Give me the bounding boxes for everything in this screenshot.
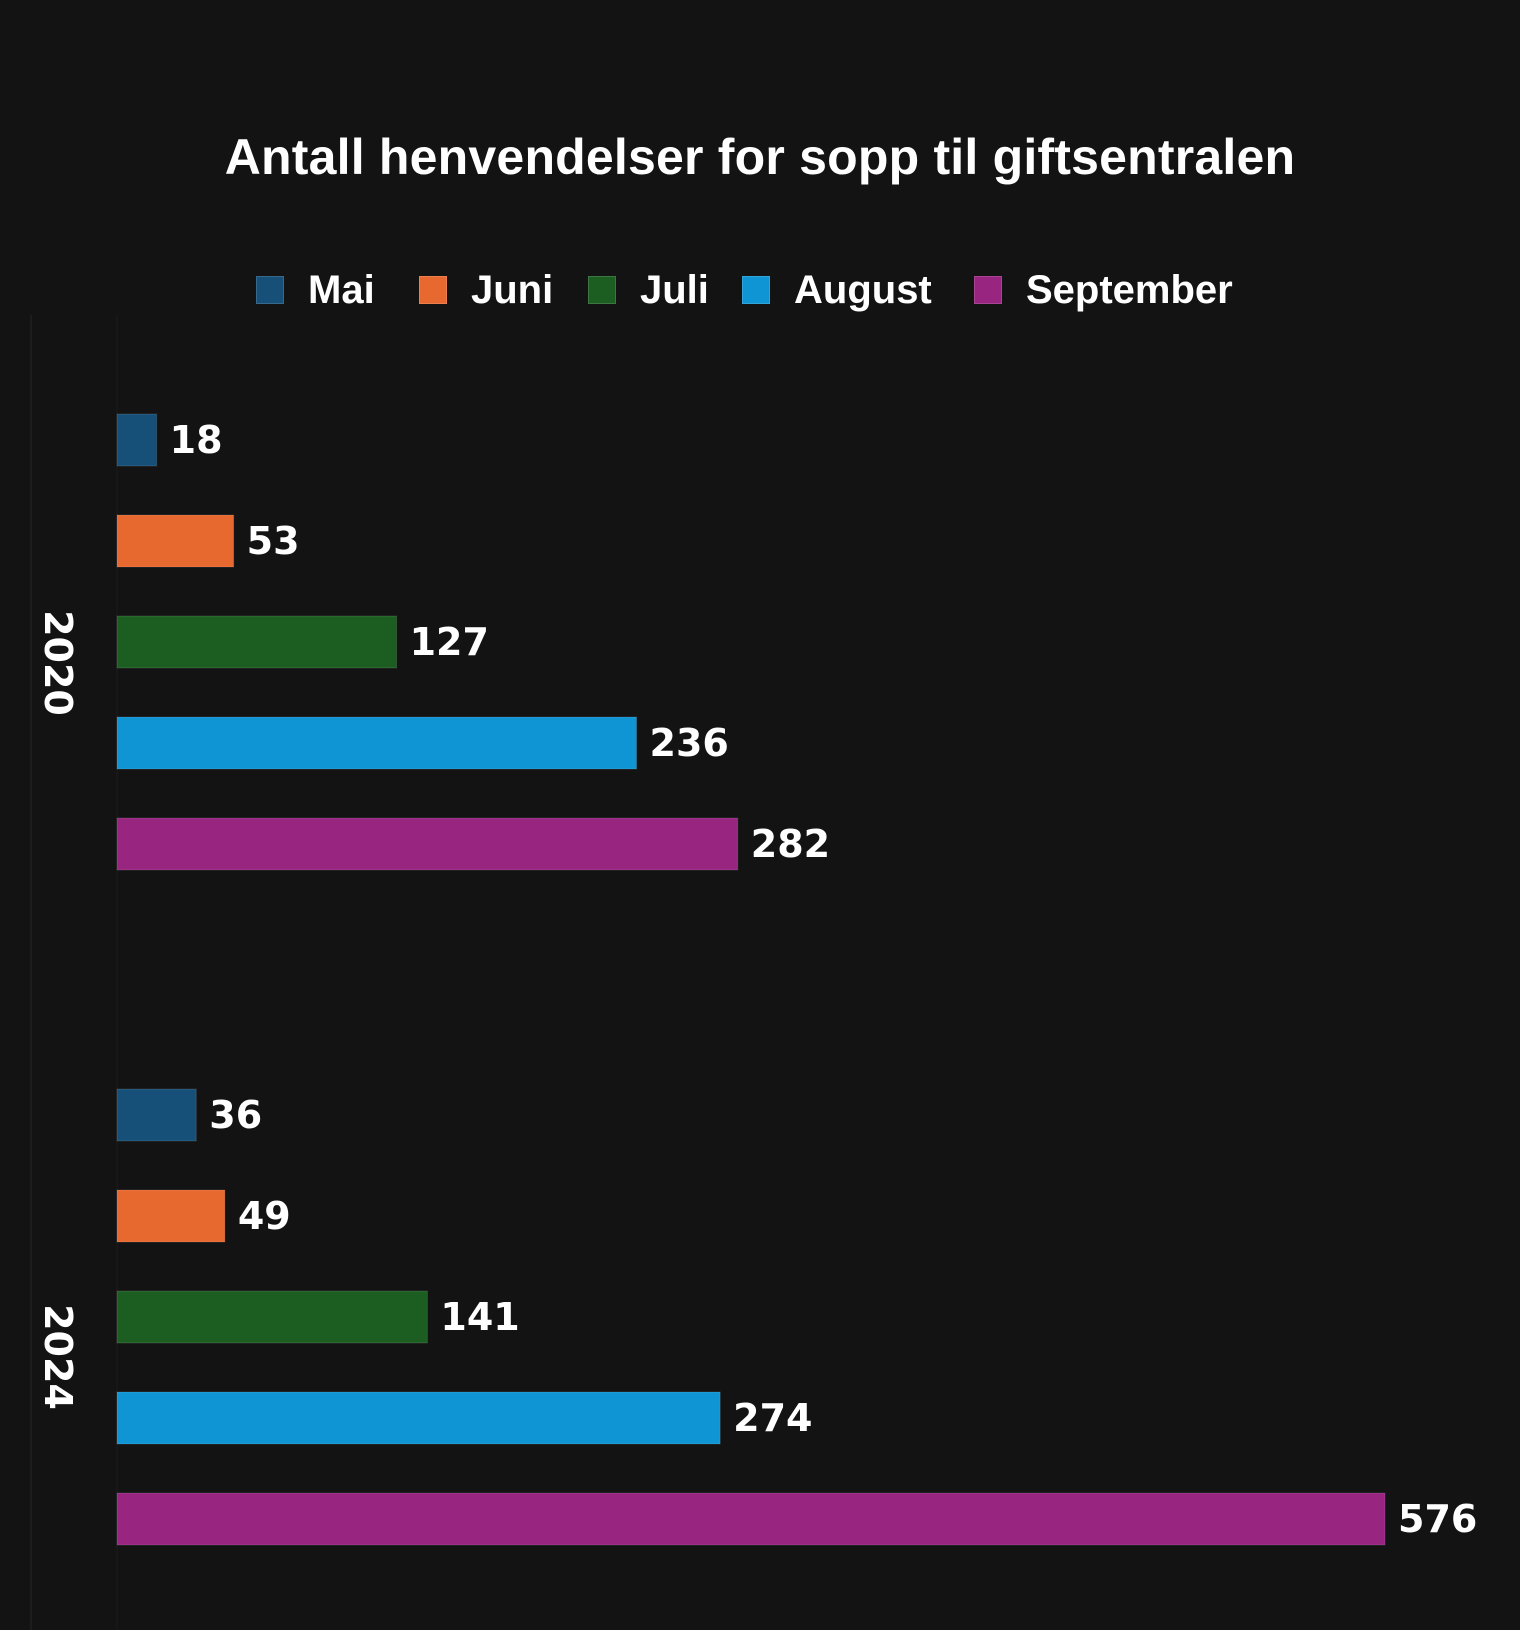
legend-label-mai: Mai (308, 267, 375, 312)
legend-item-september[interactable]: September (974, 260, 1233, 320)
bars-layer: 2020 18 53 127 236 282 2024 36 49 141 274 576 (36, 413, 1477, 1546)
bar-value-label: 18 (170, 418, 223, 462)
bar-2024-juni[interactable] (116, 1189, 226, 1243)
bar-2024-september[interactable] (116, 1492, 1386, 1546)
group-label-2020: 2020 (36, 610, 80, 716)
bar-2020-juli[interactable] (116, 615, 398, 669)
legend-swatch-august (742, 276, 770, 304)
bar-value-label: 36 (209, 1093, 262, 1137)
bar-value-label: 127 (410, 620, 489, 664)
legend-item-august[interactable]: August (742, 260, 932, 320)
bar-2024-juli[interactable] (116, 1290, 428, 1344)
legend-label-august: August (794, 267, 932, 312)
bar-2020-september[interactable] (116, 817, 739, 871)
legend-swatch-juli (588, 276, 616, 304)
legend-swatch-mai (256, 276, 284, 304)
bar-value-label: 53 (247, 519, 300, 563)
bar-value-label: 49 (238, 1194, 291, 1238)
legend-item-mai[interactable]: Mai (256, 260, 375, 320)
legend-swatch-juni (419, 276, 447, 304)
chart-title: Antall henvendelser for sopp til giftsen… (224, 129, 1296, 185)
bar-value-label: 274 (733, 1396, 812, 1440)
bar-value-label: 282 (751, 822, 830, 866)
legend-label-september: September (1026, 267, 1233, 312)
legend-label-juni: Juni (471, 267, 554, 312)
legend-swatch-september (974, 276, 1002, 304)
bar-2024-august[interactable] (116, 1391, 721, 1445)
legend: Mai Juni Juli August September (0, 260, 1520, 320)
bar-2020-juni[interactable] (116, 514, 235, 568)
bar-2024-mai[interactable] (116, 1088, 197, 1142)
group-label-2024: 2024 (36, 1304, 80, 1410)
bar-value-label: 141 (440, 1295, 519, 1339)
legend-item-juli[interactable]: Juli (588, 260, 709, 320)
legend-item-juni[interactable]: Juni (419, 260, 553, 320)
bar-2020-august[interactable] (116, 716, 638, 770)
legend-label-juli: Juli (640, 267, 709, 312)
bar-value-label: 236 (650, 721, 729, 765)
bar-2020-mai[interactable] (116, 413, 158, 467)
bar-value-label: 576 (1398, 1497, 1477, 1541)
